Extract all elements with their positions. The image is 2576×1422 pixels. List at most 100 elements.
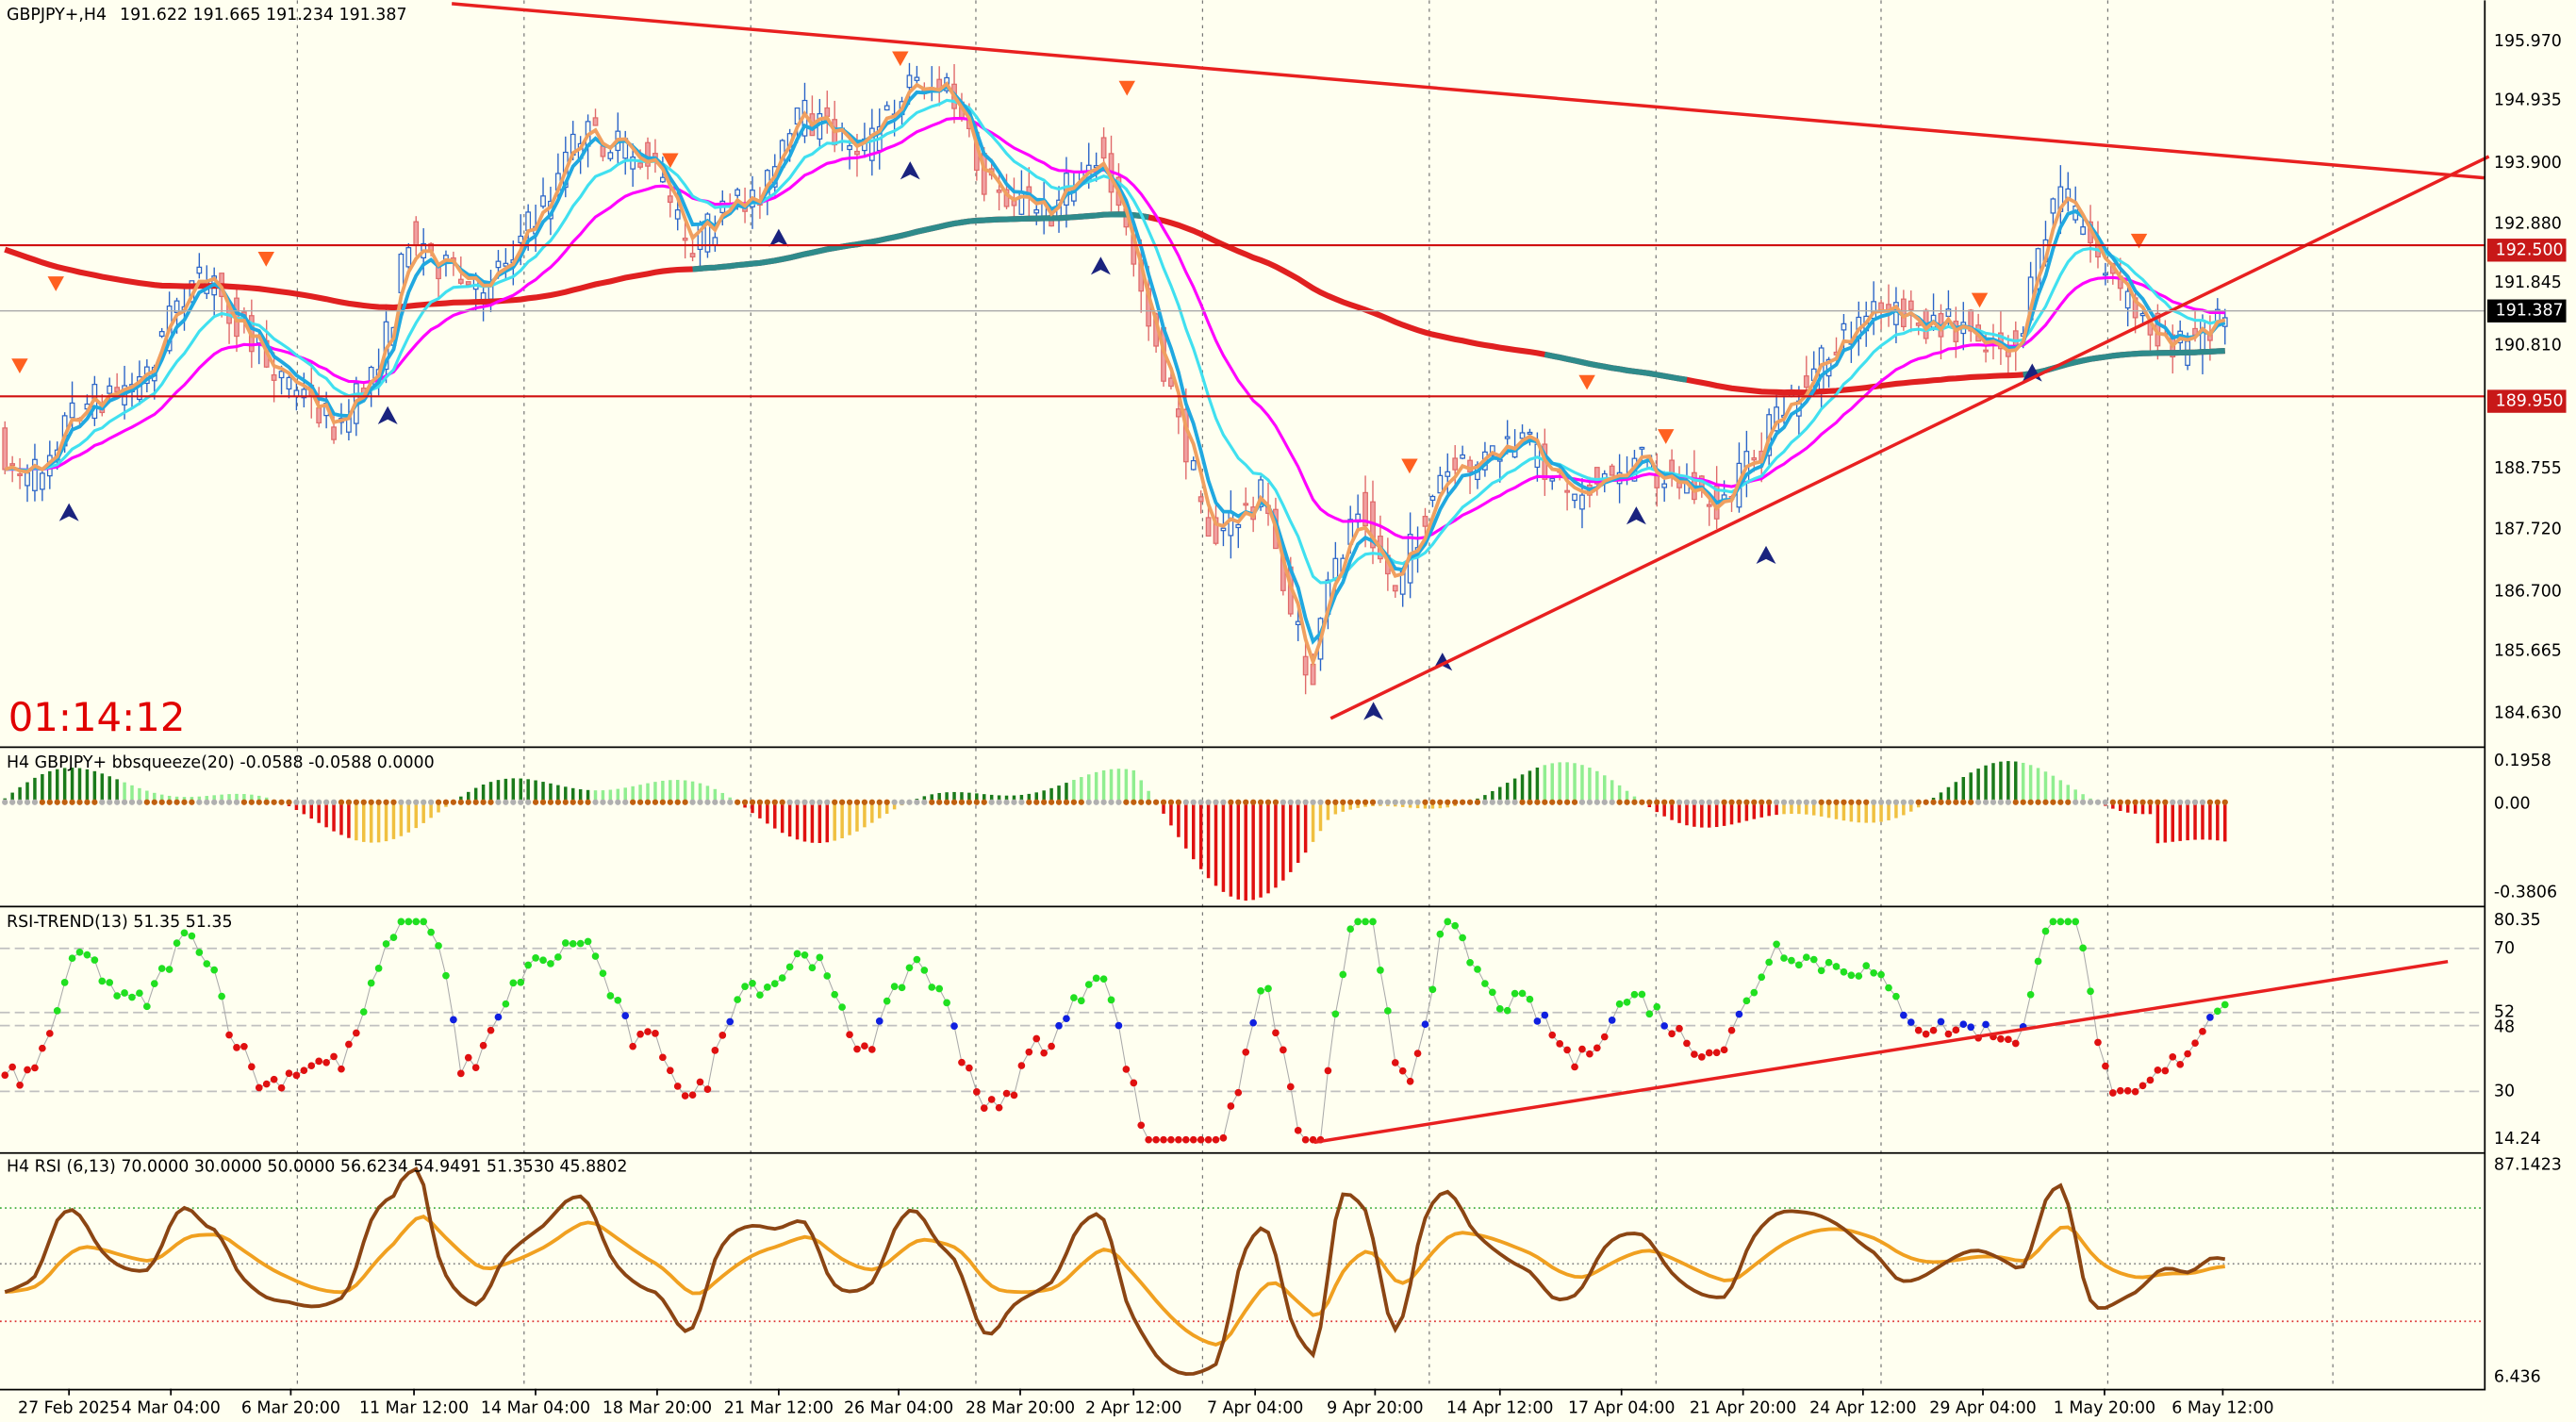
squeeze-dot [921,799,928,805]
squeeze-dot [883,799,890,805]
candle-body [405,247,412,268]
rsi-trend-dot [1929,1026,1938,1034]
rsi-trend-dot [2161,1066,2170,1075]
time-label: 9 Apr 20:00 [1327,1399,1423,1418]
price-label: 192.880 [2494,214,2562,233]
candle-body [883,105,890,111]
rsi-trend-dot [1384,1007,1392,1015]
squeeze-dot [413,799,420,805]
rsi-trend-dot [1346,925,1355,934]
rsi-trend-dot [532,954,539,962]
squeeze-dot [1534,799,1541,805]
squeeze-dot [2117,799,2123,805]
candle-body [2139,312,2146,317]
rsi-trend-dot [1809,955,1818,964]
candle-body [824,107,831,117]
squeeze-dot [128,799,136,805]
rsi-trend-dot [8,1063,16,1071]
candle-body [1197,496,1204,503]
squeeze-dot [1892,799,1900,805]
rsi-trend-dot [2026,990,2035,999]
rsi-trend-dot [726,1017,735,1026]
squeeze-dot [674,799,681,805]
rsi-trend-dot [106,979,114,986]
squeeze-dot [929,799,935,805]
rsi-trend-dot [285,1069,293,1078]
rsi-trend-dot [1489,988,1496,997]
candle-body [1445,471,1451,477]
rsi-trend-dot [1339,970,1347,979]
squeeze-dot [1639,799,1645,805]
squeeze-dot [1205,799,1212,805]
price-label: 193.900 [2494,154,2562,173]
rsi-trend-dot [1556,1040,1564,1048]
rsi-trend-dot [1077,997,1085,1005]
rsi-trend-dot [1197,1135,1205,1144]
buy-arrow [377,405,398,424]
candle-body [1362,491,1368,527]
rsi-trend-dot [405,918,413,926]
squeeze-dot [1990,799,1997,805]
rsi-trend-dot [509,979,518,987]
rsi-trend-dot [561,939,570,947]
rsi-trend-dot [636,1030,644,1038]
rsi-trend-dot [277,1083,286,1092]
plot [0,2,2490,1376]
rsi-trend-dot [1122,1066,1131,1073]
rsi-trend-dot [210,966,219,974]
candle-body [293,389,300,397]
rsi-trend-dot [1900,1011,1907,1019]
rsi-trend-dot [1377,967,1384,974]
squeeze-dot [218,799,225,805]
candle-body [704,213,711,253]
candle-body [1803,375,1809,389]
squeeze-dot [2184,799,2191,805]
rsi-trend-dot [1181,1135,1190,1144]
candle-body [607,152,614,159]
squeeze-dot [271,799,277,805]
rsi-trend-dot [2079,944,2087,952]
rsi-trend-dot [2041,927,2050,935]
candle-body [69,402,75,419]
rsi-trend-dot [450,1016,457,1024]
squeeze-dot [771,799,778,805]
rsi-trend-dot [1204,1135,1213,1144]
squeeze-dot [1743,799,1750,805]
rsi-trend-dot [2005,1035,2012,1044]
rsi-trend-dot [1099,975,1108,984]
rsi-trend-dot [2049,918,2057,926]
buy-arrow [1363,702,1384,720]
rsi-trend-dot [2184,1050,2191,1058]
rsi-trend-dot [270,1075,278,1083]
squeeze-dot [1759,799,1765,805]
squeeze-dot [1100,799,1107,805]
candle-body [1175,408,1181,418]
axis-label: 30 [2494,1082,2515,1100]
squeeze-dot [278,799,285,805]
candle-body [17,473,23,476]
squeeze-dot [1235,799,1242,805]
squeeze-dot [1197,799,1204,805]
squeeze-dot [1093,799,1099,805]
squeeze-dot [480,799,487,805]
squeeze-dot [2162,799,2169,805]
rsi-trend-dot [2011,1039,2020,1048]
squeeze-dot [99,799,106,805]
squeeze-dot [1945,799,1952,805]
squeeze-dot [1982,799,1990,805]
buy-arrow [768,228,789,247]
squeeze-dot [1542,799,1548,805]
rsi-trend-dot [1272,1029,1280,1037]
rsi-trend-dot [2176,1061,2185,1068]
squeeze-dot [1160,799,1167,805]
time-label: 1 May 20:00 [2054,1399,2155,1418]
rsi-trend-dot [950,1022,958,1030]
squeeze-dot [1213,799,1219,805]
rsi-trend-dot [1526,995,1534,1003]
rsi-trend-dot [1002,1089,1011,1098]
rsi-trend-dot [1048,1042,1055,1050]
rsi-trend-dot [1212,1135,1220,1144]
rsi-trend-dot [644,1028,652,1035]
rsi-trend-dot [966,1064,973,1072]
candle-body [2050,198,2056,214]
